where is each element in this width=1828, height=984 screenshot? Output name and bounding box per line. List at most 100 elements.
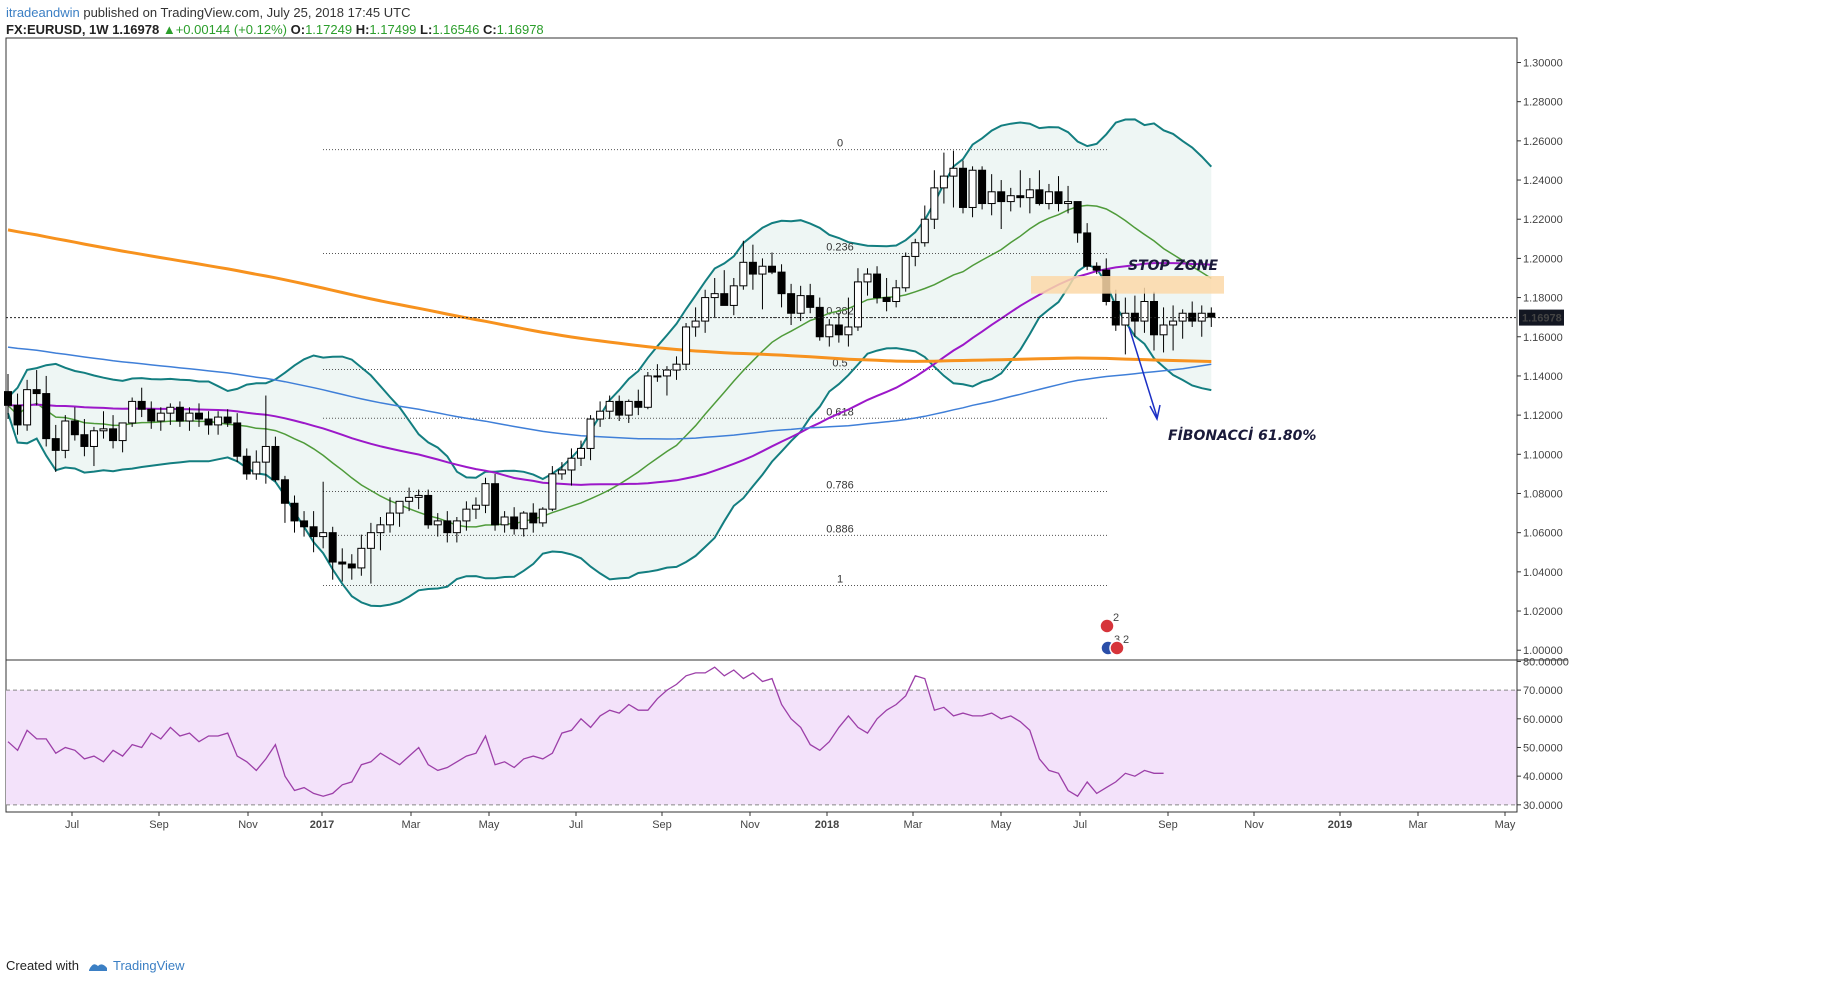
bull-candle (577, 447, 585, 459)
tradingview-brand[interactable]: TradingView (87, 958, 185, 973)
time-tick-label: Jul (1073, 819, 1087, 831)
downside-arrow[interactable] (1128, 326, 1158, 418)
rsi-tick-label: 50.0000 (1523, 742, 1563, 754)
fib-level-label: 0.886 (826, 523, 854, 535)
low-label: L: (420, 22, 433, 37)
bear-candle (491, 483, 500, 526)
bull-candle (557, 469, 566, 475)
rsi-tick-label: 30.0000 (1523, 800, 1563, 812)
bull-candle (567, 457, 576, 471)
bear-candle (1016, 195, 1025, 199)
bear-candle (147, 408, 156, 422)
event-flag-icon[interactable] (1109, 640, 1125, 656)
rsi-tick-label: 70.0000 (1523, 685, 1563, 697)
bear-candle (1035, 189, 1044, 205)
price-tick-label: 1.06000 (1523, 528, 1563, 540)
bollinger-fill (8, 119, 1212, 607)
bull-candle (357, 547, 366, 569)
bull-candle (892, 287, 901, 302)
bull-candle (395, 500, 404, 514)
stop-zone-box[interactable] (1031, 276, 1224, 294)
bull-candle (863, 273, 872, 283)
bull-candle (166, 406, 175, 414)
bull-candle (214, 416, 223, 426)
axes[interactable]: 1.30000 1.28000 1.26000 1.24000 1.22000 1.200… (6, 38, 1569, 831)
bear-candle (720, 293, 729, 306)
price-tick-label: 1.28000 (1523, 97, 1563, 109)
event-count: 3 (1114, 634, 1120, 646)
open-label: O: (290, 22, 306, 37)
bear-candle (137, 400, 146, 410)
bull-candle (156, 412, 165, 422)
bull-candle (796, 295, 805, 314)
bear-candle (51, 438, 60, 451)
sma-50-line (7, 262, 1212, 486)
bear-candle (529, 512, 538, 524)
bull-candle (672, 363, 681, 371)
bull-candle (89, 430, 98, 447)
price-tick-label: 1.14000 (1523, 371, 1563, 383)
bull-candle (462, 508, 471, 522)
bear-candle (768, 265, 776, 273)
created-with-label: Created with (6, 958, 79, 973)
bull-candle (596, 410, 605, 420)
candlesticks (4, 150, 1216, 584)
last-price-tag (1519, 309, 1564, 326)
bear-candle (873, 273, 882, 299)
sma-200-line (7, 228, 1212, 363)
bull-candle (99, 428, 108, 432)
bear-candle (815, 306, 824, 338)
bull-candle (23, 389, 32, 426)
author-link[interactable]: itradeandwin (6, 5, 80, 20)
bear-candle (882, 297, 891, 302)
time-tick-label: Jul (569, 819, 583, 831)
bear-candle (777, 271, 786, 295)
close-value: 1.16978 (496, 22, 544, 37)
bull-candle (405, 496, 414, 502)
bull-candle (414, 494, 423, 498)
price-tick-label: 1.30000 (1523, 57, 1563, 69)
bear-candle (347, 563, 356, 569)
rsi-band (6, 690, 1517, 805)
bull-candle (844, 326, 853, 336)
bull-candle (586, 418, 595, 449)
bull-candle (433, 520, 442, 526)
fib-level-label: 0.5 (832, 357, 847, 369)
bear-candle (195, 412, 203, 420)
bull-candle (376, 524, 385, 534)
chart-header: itradeandwin published on TradingView.co… (6, 4, 544, 38)
bear-candle (13, 404, 22, 426)
bull-candle (252, 461, 261, 475)
bull-candle (653, 375, 662, 378)
rsi-line (7, 666, 1164, 798)
price-tick-label: 1.20000 (1523, 253, 1563, 265)
event-flag-icon[interactable] (1099, 618, 1115, 634)
bear-candle (834, 324, 843, 336)
bull-candle (901, 255, 910, 289)
bull-candle (481, 483, 490, 506)
price-tick-label: 1.26000 (1523, 136, 1563, 148)
time-tick-label: 2018 (815, 819, 839, 831)
fib-level-label: 0.786 (826, 480, 854, 492)
bear-candle (109, 428, 118, 442)
time-tick-label: Jul (65, 819, 79, 831)
bull-candle (1159, 324, 1168, 336)
price-tick-label: 1.12000 (1523, 410, 1563, 422)
high-value: 1.17499 (369, 22, 417, 37)
ohlc-line: FX:EURUSD, 1W 1.16978 ▲+0.00144 (+0.12%)… (6, 21, 544, 38)
bear-candle (290, 502, 299, 522)
bull-candle (1121, 312, 1130, 326)
time-tick-label: Mar (904, 819, 923, 831)
bull-candle (500, 516, 509, 526)
fib-level-label: 0 (837, 138, 843, 150)
bear-candle (443, 520, 452, 534)
bear-candle (242, 455, 251, 475)
sma-100-line (7, 346, 1212, 440)
bull-candle (548, 473, 557, 510)
bear-candle (42, 393, 51, 440)
bear-candle (787, 293, 796, 314)
bear-candle (748, 261, 757, 275)
last-price-label: 1.16978 (1522, 313, 1562, 325)
